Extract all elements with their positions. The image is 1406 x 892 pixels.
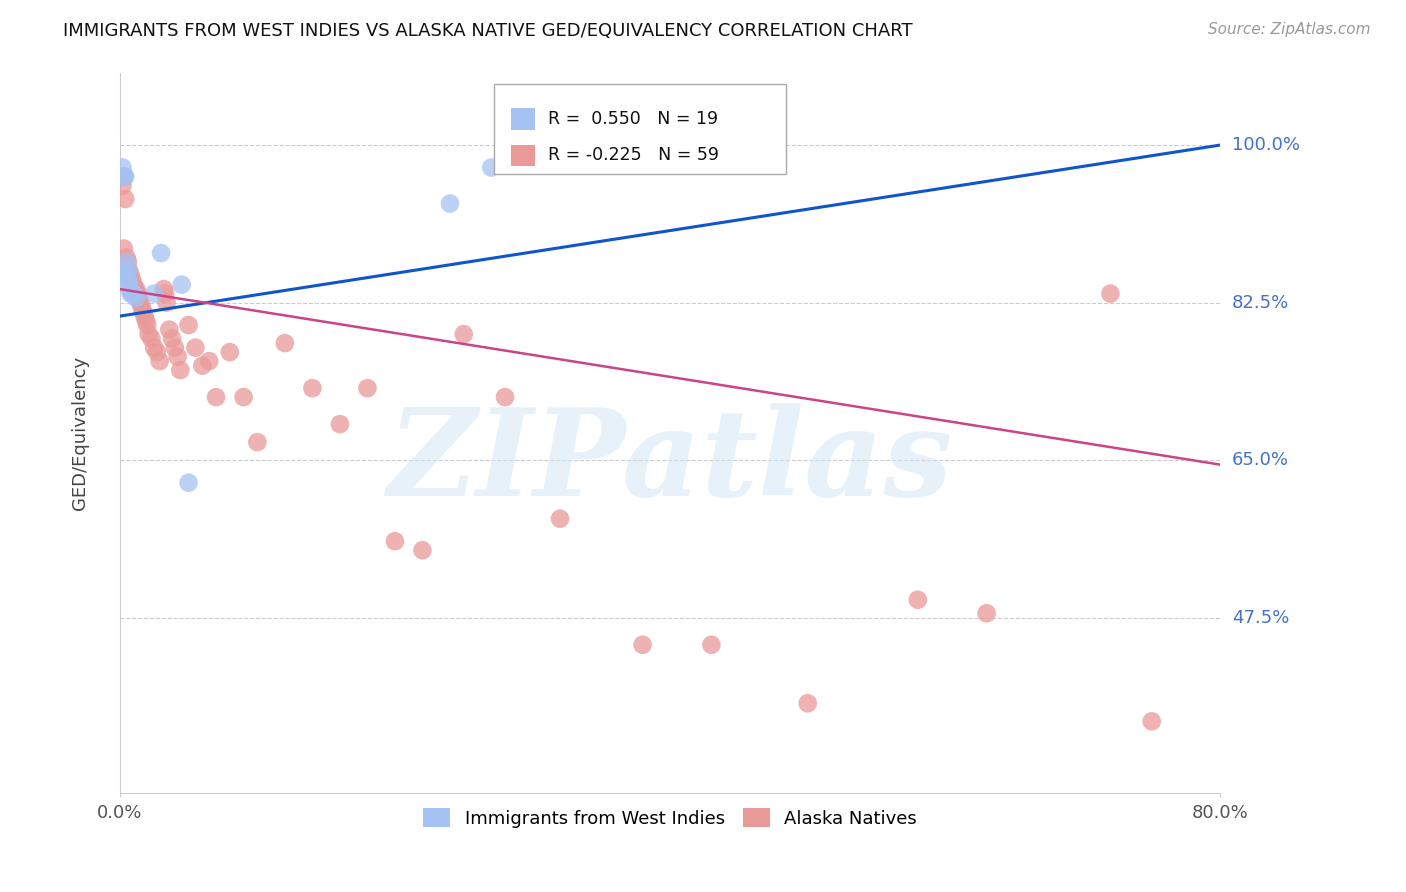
Point bbox=[153, 286, 176, 301]
Point bbox=[170, 277, 193, 292]
Point bbox=[121, 273, 143, 287]
Point bbox=[114, 169, 136, 184]
Point bbox=[136, 318, 159, 332]
Point bbox=[439, 196, 461, 211]
Point bbox=[700, 638, 723, 652]
Point bbox=[117, 264, 139, 278]
Point bbox=[132, 304, 155, 318]
Legend: Immigrants from West Indies, Alaska Natives: Immigrants from West Indies, Alaska Nati… bbox=[416, 801, 924, 835]
Text: GED/Equivalency: GED/Equivalency bbox=[70, 356, 89, 510]
Point bbox=[143, 341, 166, 355]
Point bbox=[155, 295, 177, 310]
FancyBboxPatch shape bbox=[510, 108, 534, 129]
Point bbox=[131, 300, 153, 314]
Point bbox=[138, 327, 160, 342]
Point bbox=[118, 277, 141, 292]
FancyBboxPatch shape bbox=[510, 145, 534, 166]
Point bbox=[118, 282, 141, 296]
Point bbox=[548, 512, 571, 526]
Point bbox=[112, 242, 135, 256]
Point bbox=[117, 268, 139, 283]
Point bbox=[134, 309, 156, 323]
Point bbox=[115, 255, 138, 269]
Point bbox=[115, 264, 138, 278]
Point bbox=[128, 291, 150, 305]
Point bbox=[177, 318, 200, 332]
Point bbox=[120, 286, 142, 301]
Point bbox=[163, 341, 186, 355]
Point bbox=[150, 246, 173, 260]
Point bbox=[356, 381, 378, 395]
Text: 100.0%: 100.0% bbox=[1232, 136, 1299, 154]
Point bbox=[631, 638, 654, 652]
Point bbox=[112, 169, 135, 184]
Point bbox=[111, 178, 134, 193]
Point bbox=[411, 543, 433, 558]
Text: 82.5%: 82.5% bbox=[1232, 293, 1289, 311]
Point bbox=[166, 350, 188, 364]
Point bbox=[135, 313, 157, 327]
Point bbox=[1099, 286, 1122, 301]
Point bbox=[125, 282, 148, 296]
Point bbox=[976, 607, 998, 621]
Point bbox=[115, 251, 138, 265]
Point bbox=[122, 286, 145, 301]
Point bbox=[127, 286, 149, 301]
Point bbox=[274, 336, 297, 351]
Point bbox=[907, 592, 929, 607]
Point bbox=[1140, 714, 1163, 729]
Text: 47.5%: 47.5% bbox=[1232, 608, 1289, 627]
Point bbox=[384, 534, 406, 549]
Point bbox=[218, 345, 240, 359]
Point bbox=[149, 354, 172, 368]
Point bbox=[169, 363, 191, 377]
Point bbox=[301, 381, 323, 395]
Text: 65.0%: 65.0% bbox=[1232, 451, 1289, 469]
Point bbox=[120, 268, 142, 283]
Point bbox=[796, 696, 818, 710]
Point bbox=[129, 295, 152, 310]
Point bbox=[121, 286, 143, 301]
Point bbox=[146, 345, 169, 359]
Point bbox=[205, 390, 228, 404]
Point bbox=[141, 332, 163, 346]
Text: IMMIGRANTS FROM WEST INDIES VS ALASKA NATIVE GED/EQUIVALENCY CORRELATION CHART: IMMIGRANTS FROM WEST INDIES VS ALASKA NA… bbox=[63, 22, 912, 40]
Point bbox=[125, 291, 148, 305]
Point bbox=[111, 161, 134, 175]
Point bbox=[124, 282, 146, 296]
FancyBboxPatch shape bbox=[494, 84, 786, 174]
Point bbox=[329, 417, 352, 432]
Point bbox=[494, 390, 516, 404]
Point bbox=[152, 282, 174, 296]
Point bbox=[114, 192, 136, 206]
Point bbox=[184, 341, 207, 355]
Text: R =  0.550   N = 19: R = 0.550 N = 19 bbox=[548, 110, 718, 128]
Text: R = -0.225   N = 59: R = -0.225 N = 59 bbox=[548, 146, 718, 164]
Point bbox=[122, 277, 145, 292]
Point bbox=[112, 169, 135, 184]
Point bbox=[191, 359, 214, 373]
Point bbox=[479, 161, 502, 175]
Point bbox=[453, 327, 475, 342]
Point bbox=[232, 390, 254, 404]
Point bbox=[157, 323, 180, 337]
Point bbox=[143, 286, 166, 301]
Point bbox=[115, 264, 138, 278]
Point bbox=[118, 264, 141, 278]
Point bbox=[160, 332, 183, 346]
Point bbox=[177, 475, 200, 490]
Text: Source: ZipAtlas.com: Source: ZipAtlas.com bbox=[1208, 22, 1371, 37]
Point bbox=[117, 273, 139, 287]
Point bbox=[198, 354, 221, 368]
Point bbox=[117, 255, 139, 269]
Text: ZIPatlas: ZIPatlas bbox=[388, 402, 953, 521]
Point bbox=[246, 435, 269, 450]
